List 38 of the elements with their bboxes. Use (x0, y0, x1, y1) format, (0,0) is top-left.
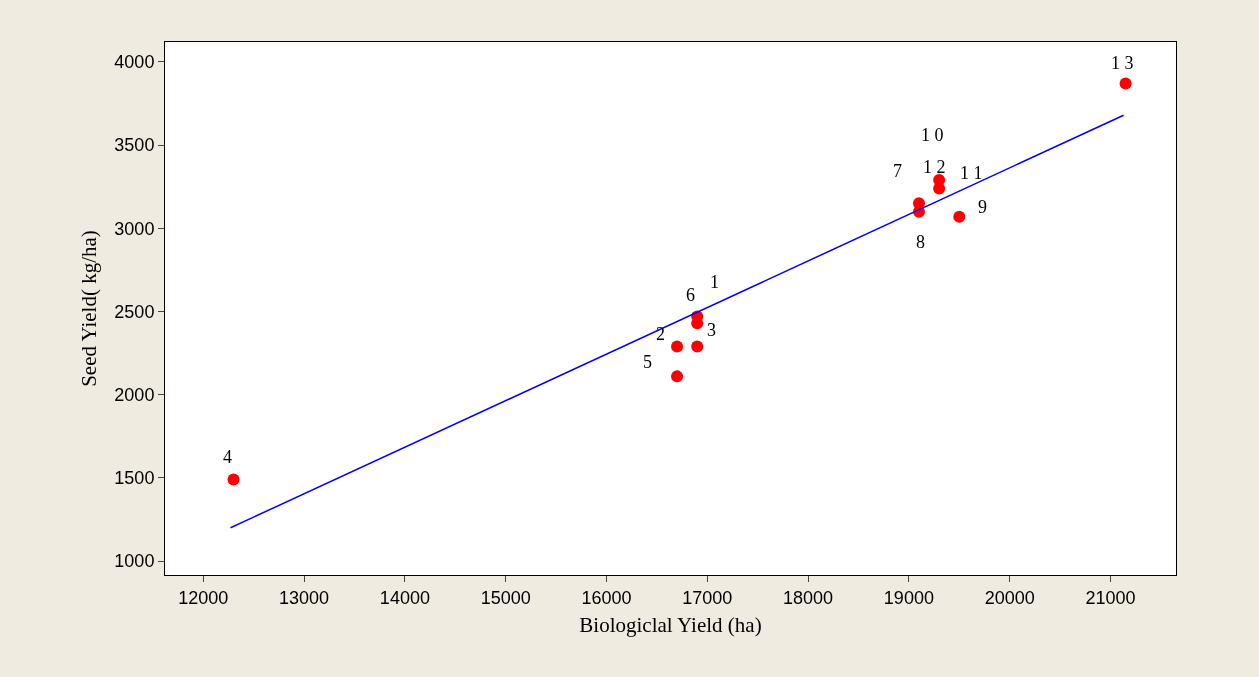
y-tick-label: 1000 (114, 551, 155, 572)
annotation: 5 (643, 352, 652, 372)
point (953, 210, 966, 223)
x-tick-label: 12000 (178, 587, 229, 608)
x-tick-label: 17000 (682, 587, 733, 608)
point (691, 340, 704, 353)
annotation: 1 2 (923, 157, 946, 177)
point (671, 340, 684, 353)
x-tick-label: 19000 (883, 587, 934, 608)
annotation: 1 3 (1111, 53, 1134, 73)
x-tick-label: 13000 (279, 587, 330, 608)
y-tick-label: 3000 (114, 218, 155, 239)
annotation: 9 (978, 197, 987, 217)
y-tick-label: 2500 (114, 301, 155, 322)
x-tick-label: 14000 (379, 587, 430, 608)
x-tick-label: 15000 (480, 587, 531, 608)
x-tick-label: 18000 (783, 587, 834, 608)
annotation: 1 0 (921, 125, 944, 145)
annotation: 3 (707, 320, 716, 340)
y-tick-label: 4000 (114, 52, 155, 73)
annotation: 2 (656, 324, 665, 344)
y-tick-label: 3500 (114, 135, 155, 156)
x-tick-label: 21000 (1085, 587, 1136, 608)
annotation: 8 (916, 232, 925, 252)
y-tick-label: 2000 (114, 384, 155, 405)
annotation: 4 (223, 447, 232, 467)
annotation: 7 (893, 161, 902, 181)
y-tick-label: 1500 (114, 468, 155, 489)
y-axis-title: Seed Yield( kg/ha) (76, 230, 101, 387)
annotation: 1 1 (960, 163, 983, 183)
x-tick-label: 16000 (581, 587, 632, 608)
x-tick-label: 20000 (984, 587, 1035, 608)
annotation: 6 (686, 285, 695, 305)
point (671, 370, 684, 383)
point (1119, 77, 1132, 90)
annotation: 1 (710, 272, 719, 292)
x-axis-title: Biologiclal Yield (ha) (579, 612, 762, 637)
point (227, 473, 240, 486)
